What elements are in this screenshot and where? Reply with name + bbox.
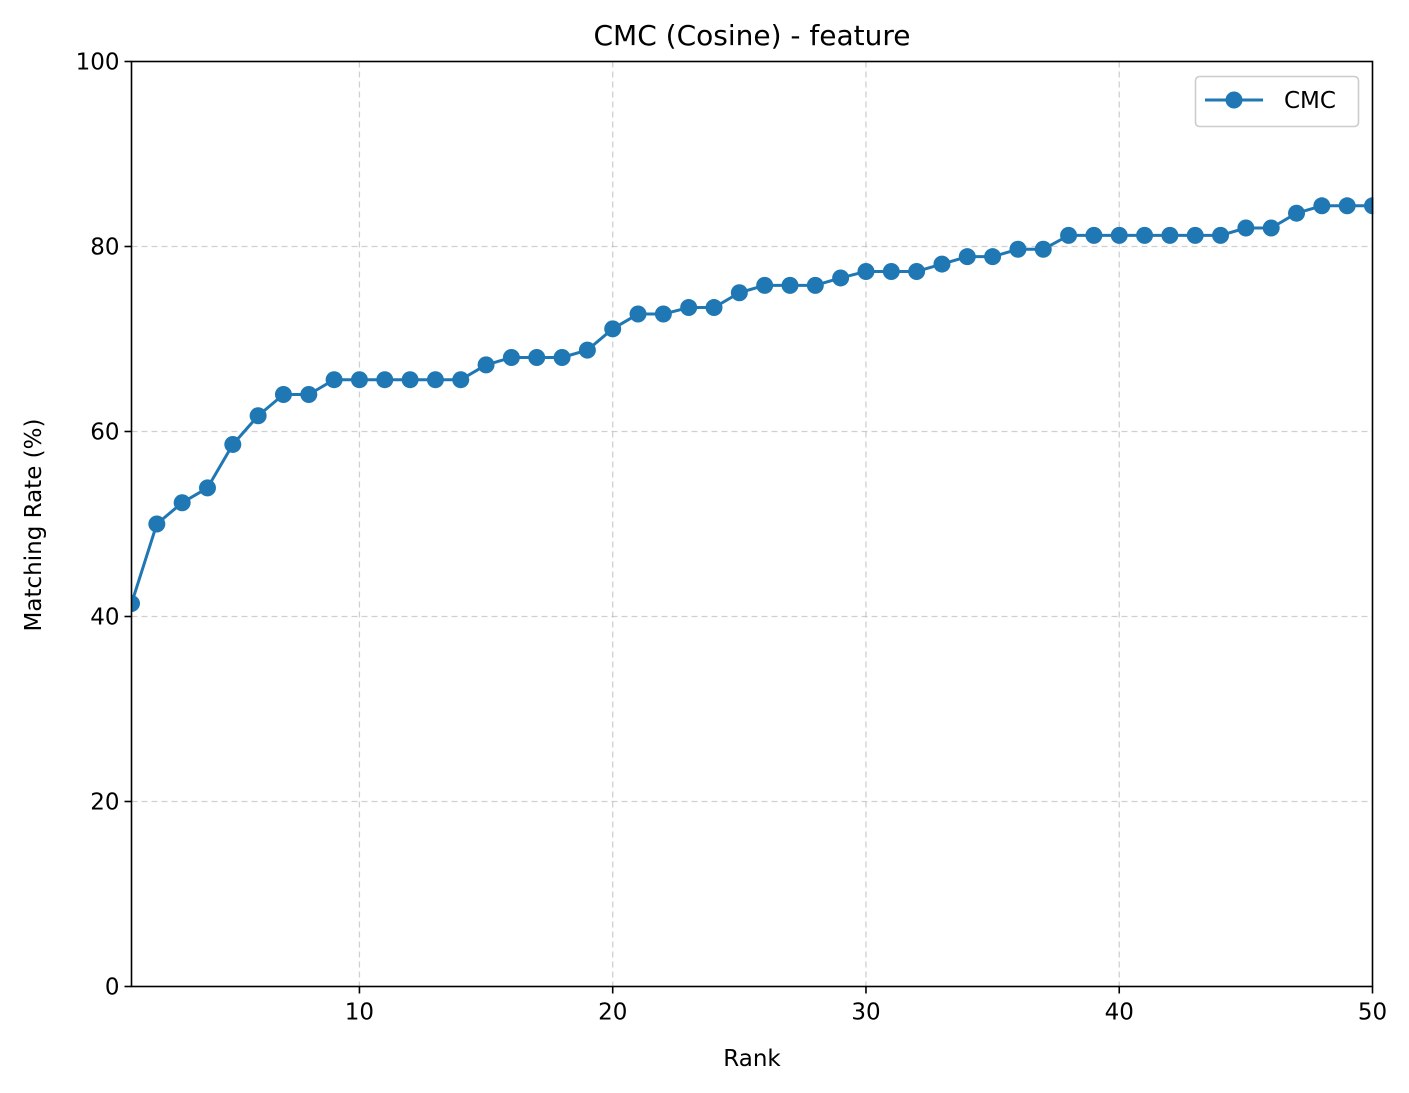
y-tick-label: 60 [90, 420, 119, 446]
y-axis-title: Matching Rate (%) [21, 419, 47, 632]
grid-lines [131, 61, 1373, 987]
data-point [553, 349, 571, 366]
data-point [1085, 226, 1103, 244]
legend-marker-sample [1225, 91, 1243, 109]
x-tick-label: 50 [1358, 1000, 1387, 1026]
legend-label-cmc: CMC [1284, 88, 1336, 114]
data-point [933, 255, 951, 273]
data-point [131, 595, 140, 613]
data-point [756, 276, 774, 294]
y-tick-label: 0 [105, 975, 120, 1001]
data-point [882, 262, 900, 280]
data-point [604, 320, 622, 338]
data-point [1034, 240, 1052, 258]
data-point [629, 305, 647, 323]
x-tick-label: 40 [1105, 1000, 1134, 1026]
data-point [781, 276, 799, 294]
y-tick-label: 40 [90, 605, 119, 631]
data-point [1161, 226, 1179, 244]
x-tick-label: 20 [598, 1000, 627, 1026]
data-point [477, 356, 495, 374]
data-point [908, 262, 926, 280]
data-point [1110, 226, 1128, 244]
data-point [857, 262, 875, 280]
data-point [1136, 226, 1154, 244]
data-point [300, 386, 318, 403]
legend: CMC [1194, 75, 1360, 128]
data-point [401, 371, 419, 389]
chart-title: CMC (Cosine) - feature [593, 19, 910, 52]
data-point [1237, 219, 1255, 237]
data-point [426, 371, 444, 389]
data-point [325, 371, 343, 389]
data-point [1186, 226, 1204, 244]
data-point [832, 269, 850, 287]
data-point [984, 248, 1002, 266]
data-series [131, 197, 1374, 613]
y-tick-label: 80 [90, 235, 119, 261]
data-point [1364, 197, 1374, 215]
data-point [376, 371, 394, 389]
data-point [249, 407, 267, 425]
data-point [452, 371, 470, 389]
data-point [1288, 204, 1306, 222]
data-point [806, 276, 824, 294]
data-point [1313, 197, 1331, 215]
y-tick-label: 100 [76, 50, 120, 76]
data-point [502, 349, 520, 366]
data-point [148, 515, 166, 533]
data-point [1060, 226, 1078, 244]
data-point [274, 386, 292, 403]
data-point [173, 494, 191, 512]
data-point [730, 284, 748, 302]
data-point [680, 299, 698, 317]
data-point [198, 479, 216, 497]
x-tick-label: 30 [851, 1000, 880, 1026]
y-tick-label: 20 [90, 790, 119, 816]
data-point [958, 248, 976, 266]
plot-area-frame [130, 60, 1374, 988]
data-point [1212, 226, 1230, 244]
data-point [1009, 240, 1027, 258]
x-tick-label: 10 [345, 1000, 374, 1026]
data-point [578, 341, 596, 359]
data-point [1338, 197, 1356, 215]
data-point [654, 305, 672, 323]
data-point [528, 349, 546, 366]
x-axis-title: Rank [723, 1046, 781, 1072]
data-point [705, 299, 723, 317]
data-point [350, 371, 368, 389]
legend-box [1194, 75, 1360, 128]
data-point [224, 435, 242, 453]
axis-ticks: 10 20 30 40 50 0 20 40 60 80 100 [76, 50, 1388, 1026]
data-point [1262, 219, 1280, 237]
